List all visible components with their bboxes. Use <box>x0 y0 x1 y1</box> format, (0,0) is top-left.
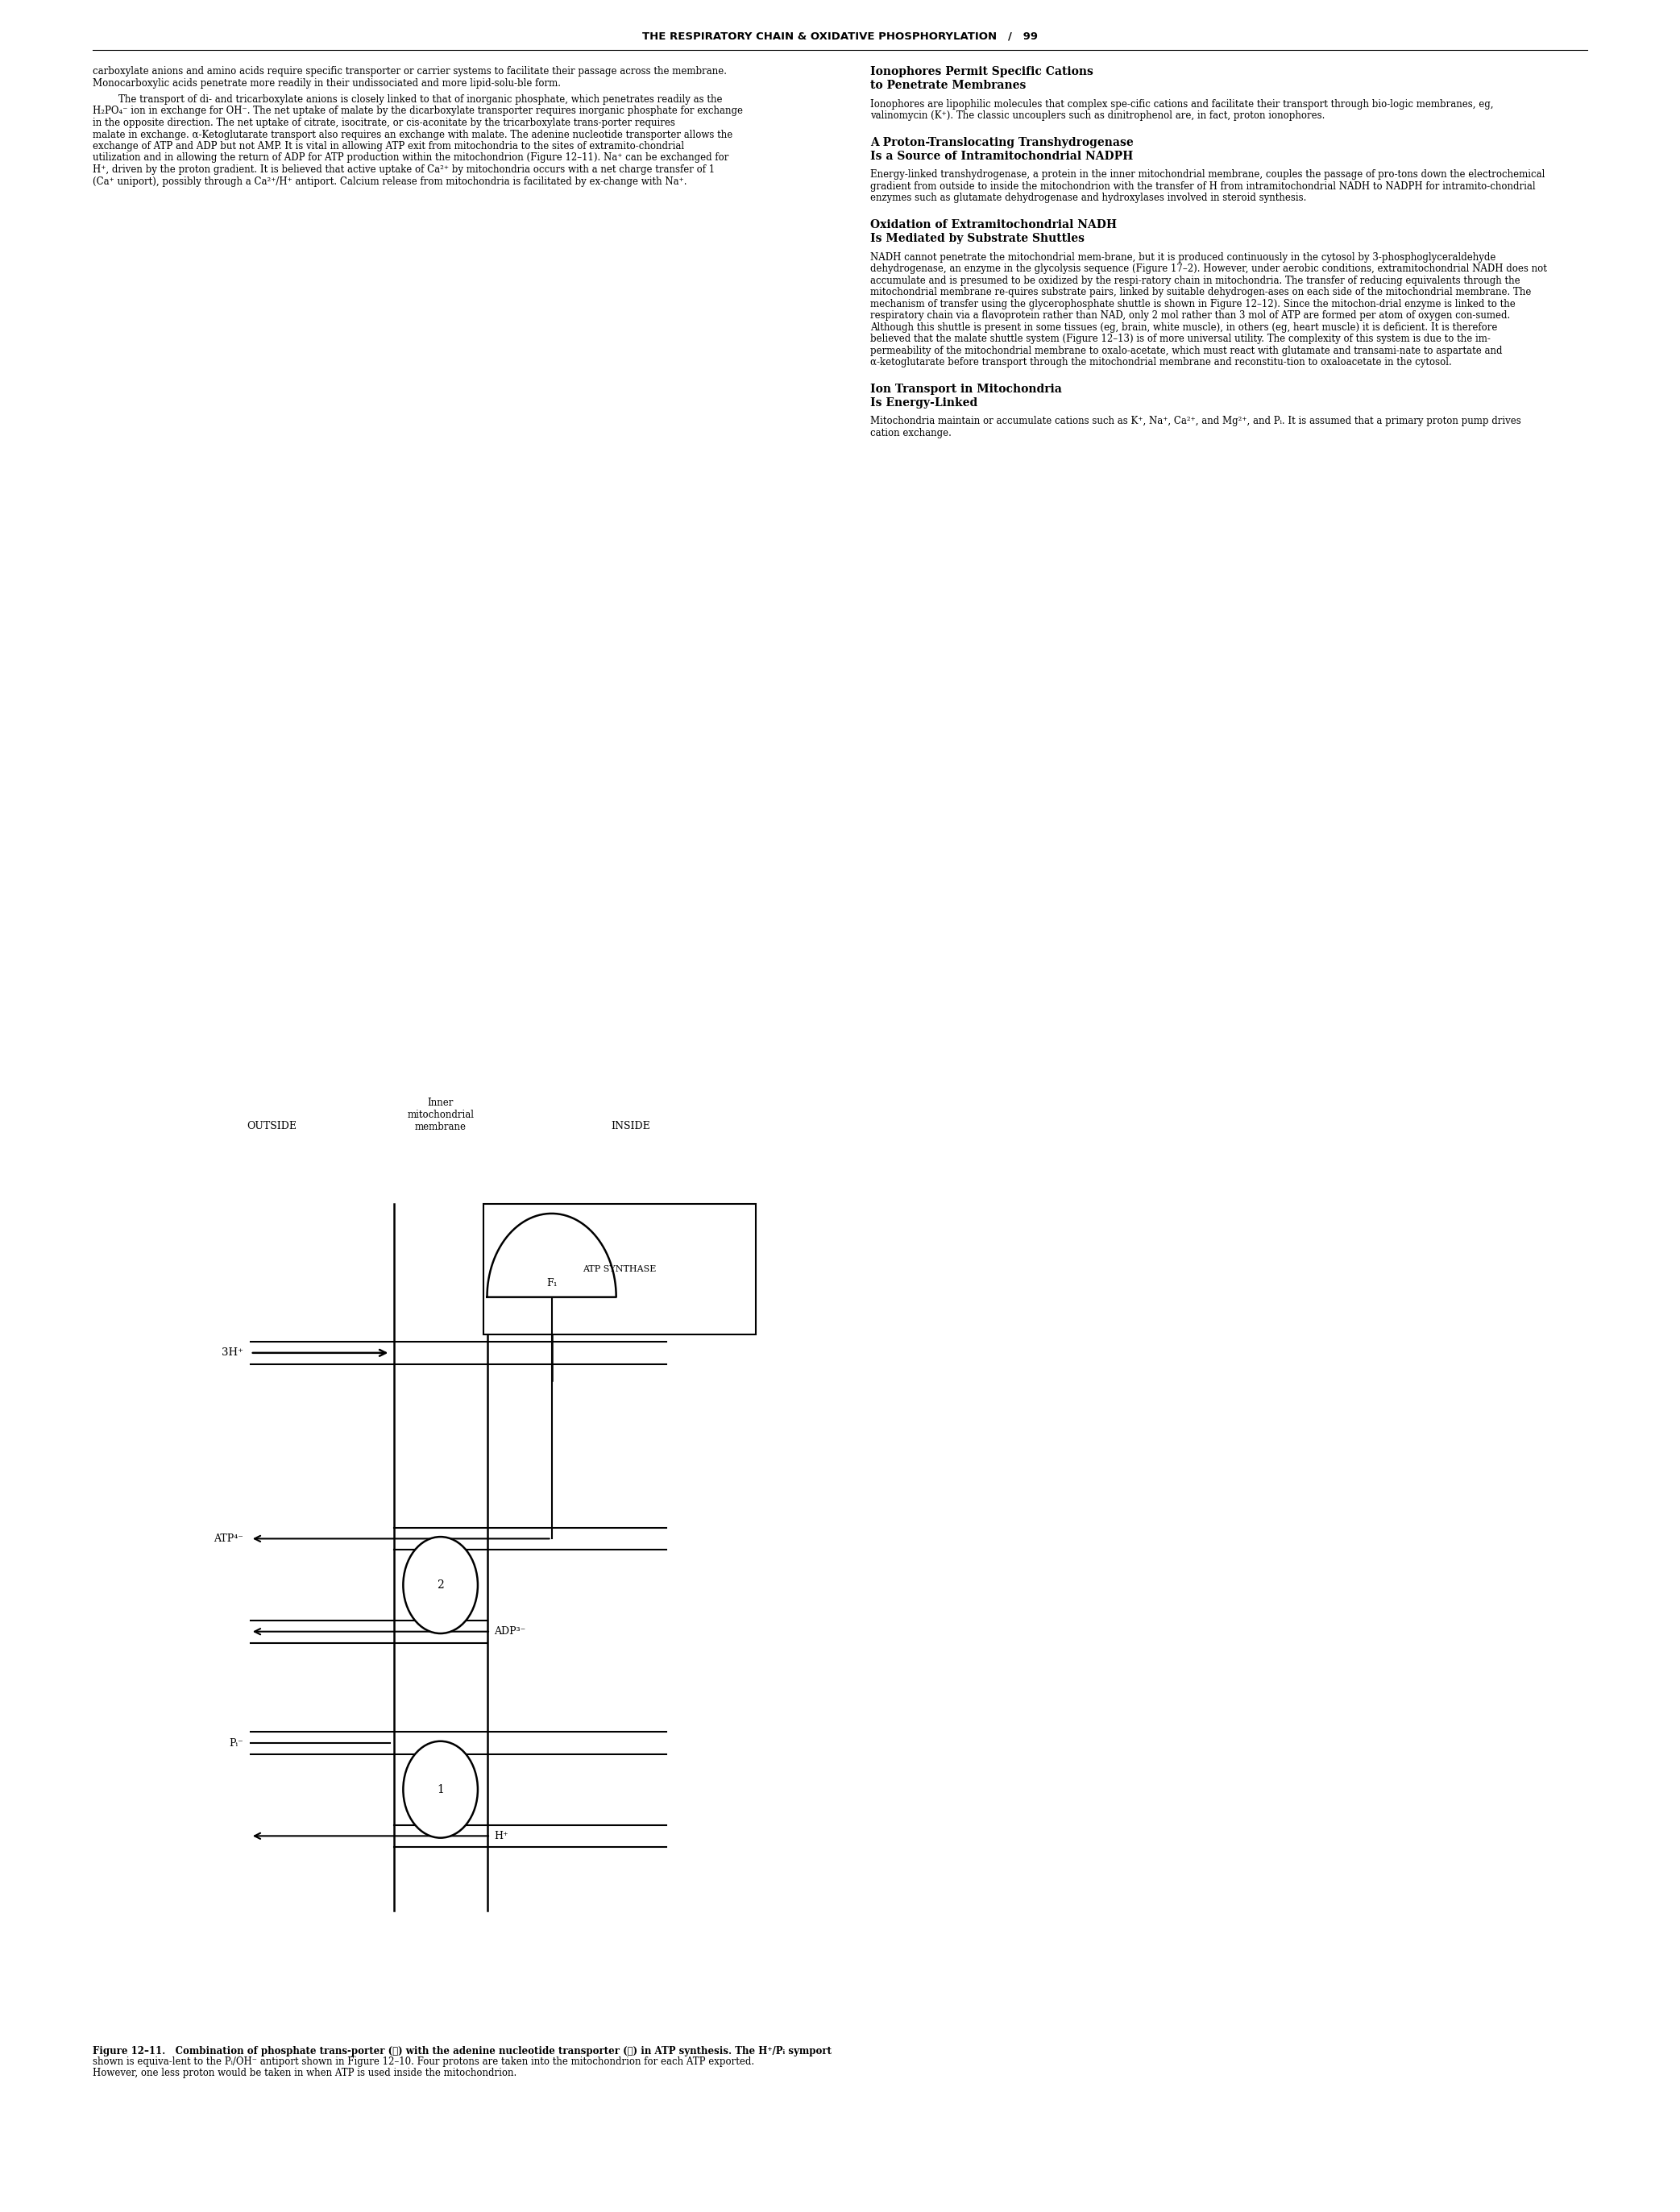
Bar <box>484 1203 756 1334</box>
Text: 1: 1 <box>437 1783 444 1796</box>
Circle shape <box>403 1537 477 1632</box>
Text: enzymes such as glutamate dehydrogenase and hydroxylases involved in steroid syn: enzymes such as glutamate dehydrogenase … <box>870 192 1307 204</box>
Text: H⁺, driven by the proton gradient. It is believed that active uptake of Ca²⁺ by : H⁺, driven by the proton gradient. It is… <box>92 164 714 175</box>
Text: Although this shuttle is present in some tissues (eg, brain, white muscle), in o: Although this shuttle is present in some… <box>870 323 1497 332</box>
Text: mechanism of transfer using the glycerophosphate shuttle is shown in Figure 12–1: mechanism of transfer using the glycerop… <box>870 299 1515 310</box>
Text: The transport of di- and tricarboxylate anions is closely linked to that of inor: The transport of di- and tricarboxylate … <box>119 95 722 104</box>
Text: INSIDE: INSIDE <box>612 1121 650 1130</box>
Text: believed that the malate shuttle system (Figure 12–13) is of more universal util: believed that the malate shuttle system … <box>870 334 1490 345</box>
Text: Is Mediated by Substrate Shuttles: Is Mediated by Substrate Shuttles <box>870 232 1085 243</box>
Text: Is Energy-Linked: Is Energy-Linked <box>870 398 978 409</box>
Text: ADP³⁻: ADP³⁻ <box>494 1626 526 1637</box>
Text: permeability of the mitochondrial membrane to oxalo-acetate, which must react wi: permeability of the mitochondrial membra… <box>870 345 1502 356</box>
Text: THE RESPIRATORY CHAIN & OXIDATIVE PHOSPHORYLATION   /   99: THE RESPIRATORY CHAIN & OXIDATIVE PHOSPH… <box>642 31 1038 42</box>
Text: Pᵢ⁻: Pᵢ⁻ <box>228 1739 244 1747</box>
Circle shape <box>403 1741 477 1838</box>
Text: H₂PO₄⁻ ion in exchange for OH⁻. The net uptake of malate by the dicarboxylate tr: H₂PO₄⁻ ion in exchange for OH⁻. The net … <box>92 106 743 117</box>
Text: utilization and in allowing the return of ADP for ATP production within the mito: utilization and in allowing the return o… <box>92 153 729 164</box>
Text: F₁: F₁ <box>546 1279 558 1287</box>
Text: to Penetrate Membranes: to Penetrate Membranes <box>870 80 1026 91</box>
Text: (Ca⁺ uniport), possibly through a Ca²⁺/H⁺ antiport. Calcium release from mitocho: (Ca⁺ uniport), possibly through a Ca²⁺/H… <box>92 177 687 186</box>
Text: ATP⁴⁻: ATP⁴⁻ <box>213 1533 244 1544</box>
Text: exchange of ATP and ADP but not AMP. It is vital in allowing ATP exit from mitoc: exchange of ATP and ADP but not AMP. It … <box>92 142 684 150</box>
Text: carboxylate anions and amino acids require specific transporter or carrier syste: carboxylate anions and amino acids requi… <box>92 66 727 77</box>
Text: α-ketoglutarate before transport through the mitochondrial membrane and reconsti: α-ketoglutarate before transport through… <box>870 356 1452 367</box>
Text: Mitochondria maintain or accumulate cations such as K⁺, Na⁺, Ca²⁺, and Mg²⁺, and: Mitochondria maintain or accumulate cati… <box>870 416 1520 427</box>
Text: Inner
mitochondrial
membrane: Inner mitochondrial membrane <box>407 1097 474 1133</box>
Text: shown is equiva-lent to the Pᵢ/OH⁻ antiport shown in Figure 12–10. Four protons : shown is equiva-lent to the Pᵢ/OH⁻ antip… <box>92 2057 754 2068</box>
Text: Energy-linked transhydrogenase, a protein in the inner mitochondrial membrane, c: Energy-linked transhydrogenase, a protei… <box>870 170 1546 179</box>
Text: gradient from outside to inside the mitochondrion with the transfer of H from in: gradient from outside to inside the mito… <box>870 181 1536 192</box>
Text: H⁺: H⁺ <box>494 1832 509 1840</box>
Text: Ion Transport in Mitochondria: Ion Transport in Mitochondria <box>870 383 1062 394</box>
Text: However, one less proton would be taken in when ATP is used inside the mitochond: However, one less proton would be taken … <box>92 2068 517 2079</box>
Text: respiratory chain via a flavoprotein rather than NAD, only 2 mol rather than 3 m: respiratory chain via a flavoprotein rat… <box>870 310 1510 321</box>
Text: ATP SYNTHASE: ATP SYNTHASE <box>583 1265 657 1274</box>
Text: Ionophores Permit Specific Cations: Ionophores Permit Specific Cations <box>870 66 1094 77</box>
Text: valinomycin (K⁺). The classic uncouplers such as dinitrophenol are, in fact, pro: valinomycin (K⁺). The classic uncouplers… <box>870 111 1326 122</box>
Text: A Proton-Translocating Transhydrogenase: A Proton-Translocating Transhydrogenase <box>870 137 1134 148</box>
Text: 2: 2 <box>437 1579 444 1590</box>
Text: in the opposite direction. The net uptake of citrate, isocitrate, or cis-aconita: in the opposite direction. The net uptak… <box>92 117 675 128</box>
Text: Is a Source of Intramitochondrial NADPH: Is a Source of Intramitochondrial NADPH <box>870 150 1132 161</box>
Text: mitochondrial membrane re-quires substrate pairs, linked by suitable dehydrogen-: mitochondrial membrane re-quires substra… <box>870 288 1530 296</box>
Text: dehydrogenase, an enzyme in the glycolysis sequence (Figure 17–2). However, unde: dehydrogenase, an enzyme in the glycolys… <box>870 263 1547 274</box>
Text: Oxidation of Extramitochondrial NADH: Oxidation of Extramitochondrial NADH <box>870 219 1117 230</box>
Text: NADH cannot penetrate the mitochondrial mem-brane, but it is produced continuous: NADH cannot penetrate the mitochondrial … <box>870 252 1495 263</box>
Text: cation exchange.: cation exchange. <box>870 427 951 438</box>
Text: accumulate and is presumed to be oxidized by the respi-ratory chain in mitochond: accumulate and is presumed to be oxidize… <box>870 274 1520 285</box>
Text: 3H⁺: 3H⁺ <box>222 1347 244 1358</box>
Text: malate in exchange. α-Ketoglutarate transport also requires an exchange with mal: malate in exchange. α-Ketoglutarate tran… <box>92 128 732 139</box>
Text: Ionophores are lipophilic molecules that complex spe-cific cations and facilitat: Ionophores are lipophilic molecules that… <box>870 100 1494 108</box>
Text: OUTSIDE: OUTSIDE <box>247 1121 297 1130</box>
Text: Monocarboxylic acids penetrate more readily in their undissociated and more lipi: Monocarboxylic acids penetrate more read… <box>92 77 561 88</box>
Text: Figure 12–11.   Combination of phosphate trans-porter (①) with the adenine nucle: Figure 12–11. Combination of phosphate t… <box>92 2046 832 2057</box>
Polygon shape <box>487 1214 617 1296</box>
